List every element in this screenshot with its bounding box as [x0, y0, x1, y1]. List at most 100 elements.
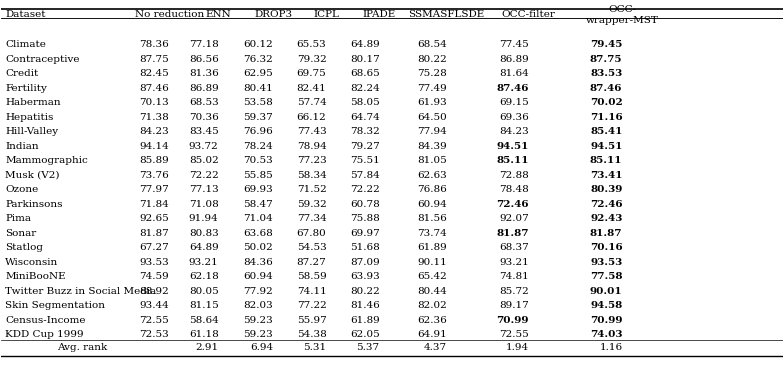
Text: 72.22: 72.22 [189, 171, 219, 180]
Text: 72.55: 72.55 [499, 330, 528, 339]
Text: 93.44: 93.44 [140, 301, 169, 310]
Text: Skin Segmentation: Skin Segmentation [5, 301, 105, 310]
Text: Hill-Valley: Hill-Valley [5, 127, 59, 136]
Text: 54.53: 54.53 [296, 243, 326, 252]
Text: 59.37: 59.37 [244, 113, 274, 122]
Text: 60.12: 60.12 [244, 40, 274, 49]
Text: 70.02: 70.02 [590, 98, 622, 107]
Text: 78.36: 78.36 [140, 40, 169, 49]
Text: 69.15: 69.15 [499, 98, 528, 107]
Text: 1.94: 1.94 [506, 343, 528, 352]
Text: 68.54: 68.54 [417, 40, 447, 49]
Text: 85.89: 85.89 [140, 156, 169, 165]
Text: 79.32: 79.32 [296, 55, 326, 64]
Text: 85.41: 85.41 [590, 127, 622, 136]
Text: 77.23: 77.23 [296, 156, 326, 165]
Text: 94.58: 94.58 [590, 301, 622, 310]
Text: 81.87: 81.87 [590, 229, 622, 238]
Text: 71.08: 71.08 [189, 200, 219, 209]
Text: Twitter Buzz in Social Media: Twitter Buzz in Social Media [5, 287, 157, 296]
Text: 75.51: 75.51 [350, 156, 379, 165]
Text: 64.91: 64.91 [417, 330, 447, 339]
Text: 81.46: 81.46 [350, 301, 379, 310]
Text: Ozone: Ozone [5, 185, 38, 194]
Text: 94.51: 94.51 [590, 142, 622, 151]
Text: Avg. rank: Avg. rank [56, 343, 107, 352]
Text: 65.53: 65.53 [296, 40, 326, 49]
Text: DROP3: DROP3 [254, 10, 292, 19]
Text: 74.81: 74.81 [499, 272, 528, 281]
Text: 71.04: 71.04 [244, 214, 274, 223]
Text: 82.45: 82.45 [140, 69, 169, 78]
Text: 93.72: 93.72 [189, 142, 219, 151]
Text: 51.68: 51.68 [350, 243, 379, 252]
Text: Credit: Credit [5, 69, 38, 78]
Text: 59.32: 59.32 [296, 200, 326, 209]
Text: 82.41: 82.41 [296, 84, 326, 93]
Text: 83.45: 83.45 [189, 127, 219, 136]
Text: 70.53: 70.53 [244, 156, 274, 165]
Text: 85.02: 85.02 [189, 156, 219, 165]
Text: 82.02: 82.02 [417, 301, 447, 310]
Text: 61.89: 61.89 [417, 243, 447, 252]
Text: 87.27: 87.27 [296, 258, 326, 267]
Text: 68.65: 68.65 [350, 69, 379, 78]
Text: Musk (V2): Musk (V2) [5, 171, 60, 180]
Text: 86.89: 86.89 [499, 55, 528, 64]
Text: 4.37: 4.37 [423, 343, 447, 352]
Text: 55.85: 55.85 [244, 171, 274, 180]
Text: 61.18: 61.18 [189, 330, 219, 339]
Text: 77.49: 77.49 [417, 84, 447, 93]
Text: ICPL: ICPL [314, 10, 339, 19]
Text: 77.94: 77.94 [417, 127, 447, 136]
Text: 60.94: 60.94 [417, 200, 447, 209]
Text: OCC-filter: OCC-filter [502, 10, 556, 19]
Text: 79.27: 79.27 [350, 142, 379, 151]
Text: 76.32: 76.32 [244, 55, 274, 64]
Text: 69.93: 69.93 [244, 185, 274, 194]
Text: 86.89: 86.89 [189, 84, 219, 93]
Text: 77.34: 77.34 [296, 214, 326, 223]
Text: 82.24: 82.24 [350, 84, 379, 93]
Text: 59.23: 59.23 [244, 315, 274, 325]
Text: 92.07: 92.07 [499, 214, 528, 223]
Text: 80.22: 80.22 [417, 55, 447, 64]
Text: 57.74: 57.74 [296, 98, 326, 107]
Text: 70.99: 70.99 [590, 315, 622, 325]
Text: 68.53: 68.53 [189, 98, 219, 107]
Text: 76.86: 76.86 [417, 185, 447, 194]
Text: 73.41: 73.41 [590, 171, 622, 180]
Text: 69.36: 69.36 [499, 113, 528, 122]
Text: 74.59: 74.59 [140, 272, 169, 281]
Text: 74.11: 74.11 [296, 287, 326, 296]
Text: Mammographic: Mammographic [5, 156, 88, 165]
Text: 64.89: 64.89 [189, 243, 219, 252]
Text: No reduction: No reduction [135, 10, 204, 19]
Text: 58.47: 58.47 [244, 200, 274, 209]
Text: 80.05: 80.05 [189, 287, 219, 296]
Text: 70.99: 70.99 [496, 315, 528, 325]
Text: 58.64: 58.64 [189, 315, 219, 325]
Text: Contraceptive: Contraceptive [5, 55, 80, 64]
Text: Haberman: Haberman [5, 98, 61, 107]
Text: MiniBooNE: MiniBooNE [5, 272, 66, 281]
Text: 73.76: 73.76 [140, 171, 169, 180]
Text: 71.52: 71.52 [296, 185, 326, 194]
Text: 82.03: 82.03 [244, 301, 274, 310]
Text: 55.97: 55.97 [296, 315, 326, 325]
Text: 63.93: 63.93 [350, 272, 379, 281]
Text: 93.21: 93.21 [189, 258, 219, 267]
Text: 72.46: 72.46 [496, 200, 528, 209]
Text: 69.97: 69.97 [350, 229, 379, 238]
Text: Hepatitis: Hepatitis [5, 113, 53, 122]
Text: 86.56: 86.56 [189, 55, 219, 64]
Text: 62.36: 62.36 [417, 315, 447, 325]
Text: 79.45: 79.45 [590, 40, 622, 49]
Text: 77.18: 77.18 [189, 40, 219, 49]
Text: 70.13: 70.13 [140, 98, 169, 107]
Text: 92.43: 92.43 [590, 214, 622, 223]
Text: 80.44: 80.44 [417, 287, 447, 296]
Text: 81.15: 81.15 [189, 301, 219, 310]
Text: 5.37: 5.37 [357, 343, 379, 352]
Text: 94.14: 94.14 [140, 142, 169, 151]
